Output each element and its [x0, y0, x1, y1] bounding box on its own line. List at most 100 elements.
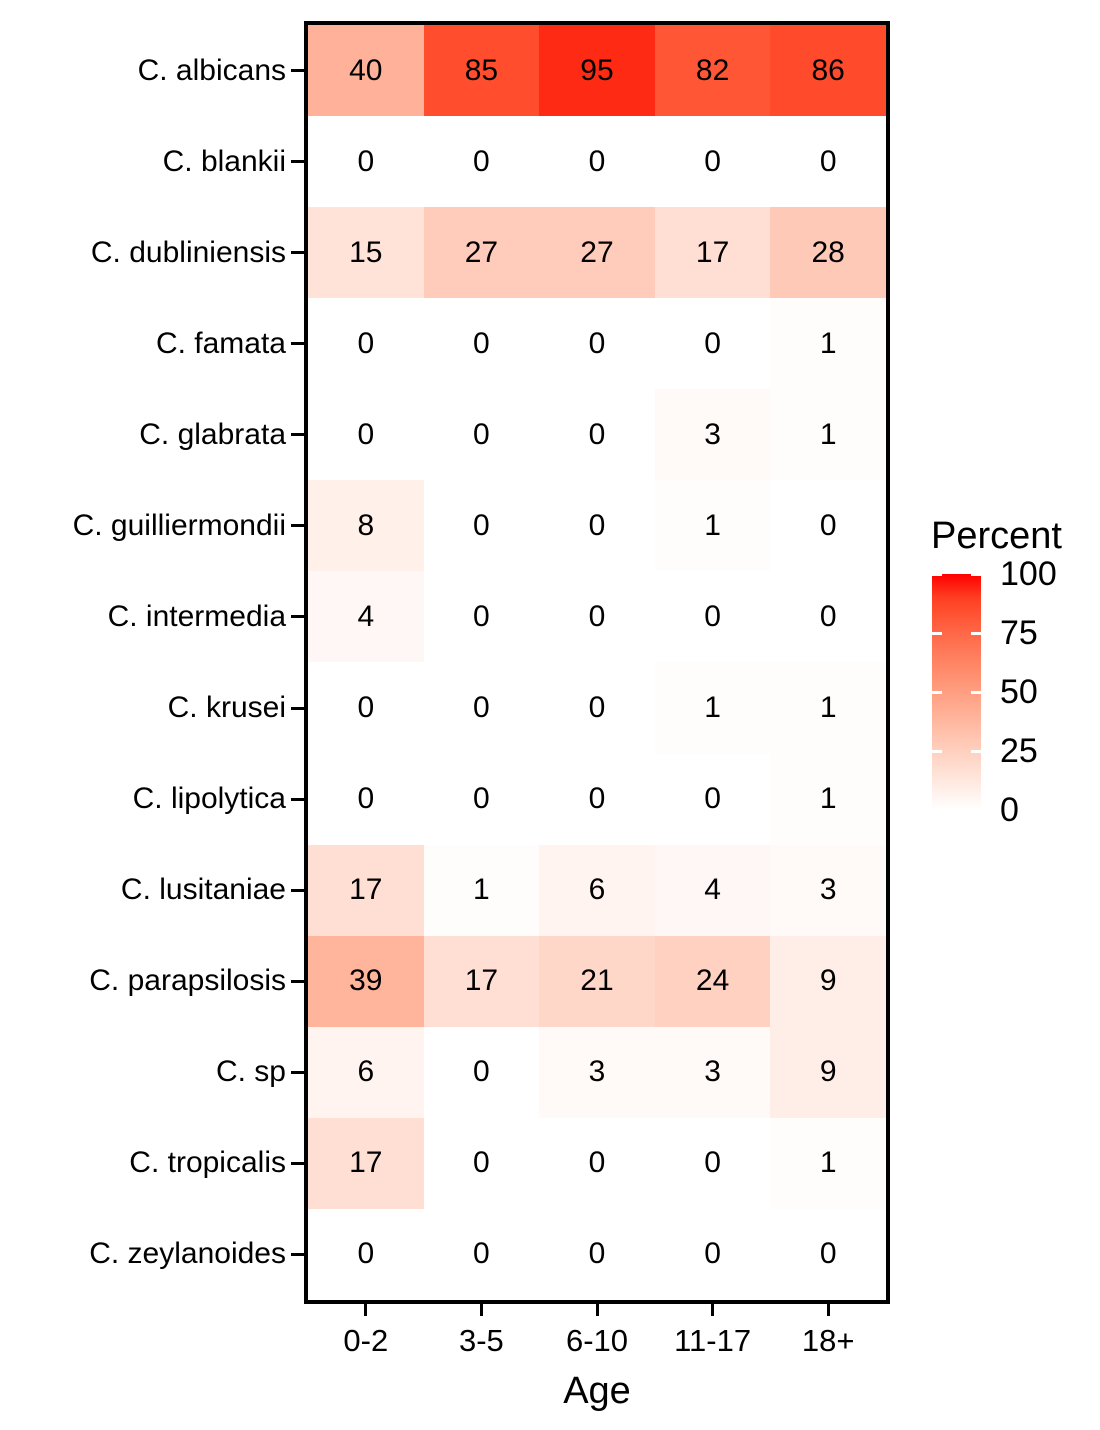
- heatmap-cell: 95: [539, 25, 655, 117]
- heatmap-cell: 21: [539, 935, 655, 1027]
- y-axis-label: C. blankii: [162, 144, 286, 178]
- y-axis-label: C. zeylanoides: [89, 1237, 286, 1271]
- heatmap-cell: 17: [308, 844, 424, 936]
- legend-tick-label: 50: [1000, 673, 1038, 711]
- heatmap-cell: 0: [539, 298, 655, 390]
- x-axis-label: 0-2: [343, 1323, 389, 1358]
- x-axis-title: Age: [563, 1370, 631, 1412]
- y-axis-tick: [291, 979, 304, 983]
- heatmap-cell: 9: [770, 1026, 886, 1118]
- heatmap-cell: 24: [654, 935, 771, 1027]
- heatmap-cell: 0: [423, 298, 540, 390]
- heatmap-cell: 0: [423, 753, 540, 845]
- heatmap-cell: 27: [539, 207, 655, 299]
- heatmap-cell: 0: [423, 1117, 540, 1209]
- heatmap-cell: 1: [770, 753, 886, 845]
- x-axis-tick: [595, 1304, 599, 1316]
- y-axis-tick: [291, 706, 304, 710]
- heatmap-cell: 4: [308, 571, 424, 663]
- heatmap-cell: 82: [654, 25, 771, 117]
- heatmap-cell: 6: [308, 1026, 424, 1118]
- legend-colorbar-notch: [971, 749, 981, 753]
- y-axis-tick: [291, 615, 304, 619]
- heatmap-cell: 0: [539, 389, 655, 481]
- y-axis-label: C. glabrata: [139, 417, 286, 451]
- heatmap-cell: 0: [423, 571, 540, 663]
- x-axis-tick: [364, 1304, 368, 1316]
- heatmap-cell: 0: [654, 571, 771, 663]
- heatmap-cell: 39: [308, 935, 424, 1027]
- heatmap-cell: 0: [539, 1208, 655, 1300]
- heatmap-cell: 40: [308, 25, 424, 117]
- x-axis-tick: [479, 1304, 483, 1316]
- heatmap-cell: 0: [770, 480, 886, 572]
- heatmap-cell: 0: [539, 571, 655, 663]
- x-axis-label: 11-17: [674, 1323, 752, 1358]
- x-axis-label: 3-5: [458, 1323, 504, 1358]
- y-axis-tick: [291, 433, 304, 437]
- heatmap-cell: 3: [654, 1026, 771, 1118]
- x-axis-tick: [711, 1304, 715, 1316]
- heatmap-cell: 17: [423, 935, 540, 1027]
- heatmap-cell: 0: [308, 116, 424, 208]
- heatmap-cell: 17: [308, 1117, 424, 1209]
- y-axis-tick: [291, 69, 304, 73]
- y-axis-tick: [291, 1252, 304, 1256]
- heatmap-cell: 0: [770, 1208, 886, 1300]
- heatmap-cell: 0: [654, 116, 771, 208]
- heatmap-cell: 0: [308, 298, 424, 390]
- legend-tick-label: 0: [1000, 791, 1019, 829]
- y-axis-tick: [291, 1070, 304, 1074]
- heatmap-cell: 17: [654, 207, 771, 299]
- heatmap-cell: 0: [308, 753, 424, 845]
- y-axis-label: C. guilliermondii: [72, 508, 286, 542]
- legend-tick-label: 100: [1000, 555, 1057, 593]
- heatmap-cell: 1: [423, 844, 540, 936]
- heatmap-cell: 15: [308, 207, 424, 299]
- heatmap-cell: 1: [654, 662, 771, 754]
- heatmap-cell: 3: [654, 389, 771, 481]
- heatmap-cell: 8: [308, 480, 424, 572]
- y-axis-tick: [291, 342, 304, 346]
- heatmap-cell: 0: [770, 571, 886, 663]
- x-axis-tick: [826, 1304, 830, 1316]
- legend-title: Percent: [931, 515, 1062, 557]
- heatmap-panel: 40 85 95 82 86 0 0 0 0 0 15 27 27 17 28 0 0 0 0 1 0 0 0 3 1 8 0 0 1 0…: [304, 21, 890, 1304]
- y-axis-label: C. lipolytica: [132, 782, 286, 816]
- y-axis-label: C. dubliniensis: [90, 235, 286, 269]
- heatmap-cell: 0: [654, 1208, 771, 1300]
- legend-colorbar-notch: [932, 572, 942, 576]
- heatmap-cell: 85: [423, 25, 540, 117]
- legend-colorbar-notch: [971, 631, 981, 635]
- heatmap-cell: 1: [770, 389, 886, 481]
- heatmap-cell: 28: [770, 207, 886, 299]
- y-axis-label: C. sp: [215, 1055, 286, 1089]
- heatmap-cell: 0: [539, 753, 655, 845]
- legend-colorbar-notch: [932, 631, 942, 635]
- heatmap-cell: 3: [770, 844, 886, 936]
- heatmap-cell: 0: [423, 480, 540, 572]
- legend-colorbar-notch: [971, 690, 981, 694]
- heatmap-cell: 27: [423, 207, 540, 299]
- y-axis-tick: [291, 251, 304, 255]
- heatmap-cell: 0: [423, 662, 540, 754]
- heatmap-cell: 1: [770, 662, 886, 754]
- y-axis-label: C. parapsilosis: [89, 964, 286, 998]
- x-axis-label: 6-10: [565, 1323, 629, 1358]
- legend-colorbar-notch: [932, 749, 942, 753]
- y-axis-tick: [291, 888, 304, 892]
- heatmap-cell: 0: [539, 116, 655, 208]
- heatmap-cell: 9: [770, 935, 886, 1027]
- y-axis-label: C. tropicalis: [129, 1146, 286, 1180]
- heatmap-cell: 0: [539, 480, 655, 572]
- heatmap-cell: 0: [308, 662, 424, 754]
- heatmap-cell: 0: [308, 1208, 424, 1300]
- heatmap-cell: 3: [539, 1026, 655, 1118]
- heatmap-cell: 0: [423, 116, 540, 208]
- heatmap-cell: 0: [539, 1117, 655, 1209]
- heatmap-cell: 6: [539, 844, 655, 936]
- y-axis-tick: [291, 1161, 304, 1165]
- heatmap-cell: 1: [654, 480, 771, 572]
- heatmap-cell: 0: [423, 1026, 540, 1118]
